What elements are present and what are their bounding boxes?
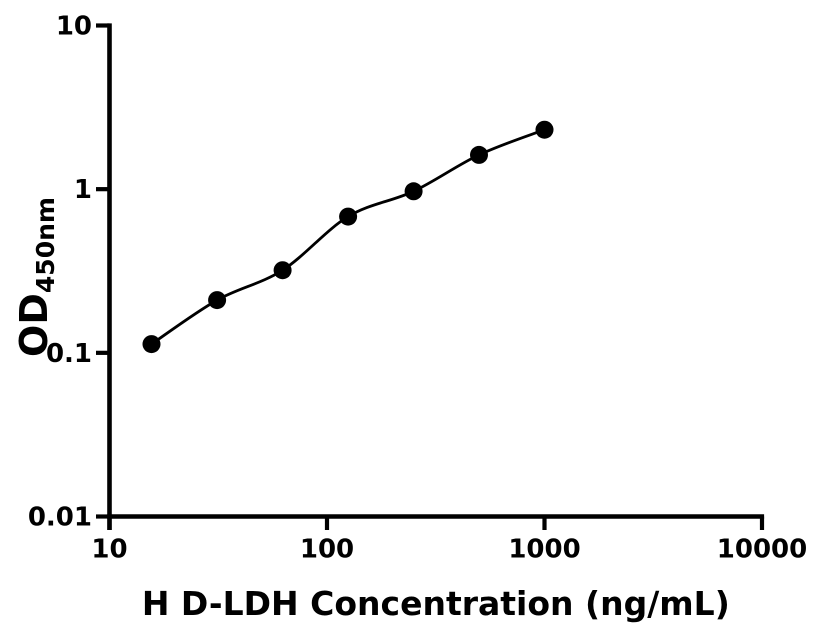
data-point-marker (535, 120, 554, 139)
data-point-marker (470, 145, 488, 164)
y-axis-title: OD450nm (12, 197, 60, 357)
axes (107, 23, 765, 530)
axis-ticks (96, 23, 765, 530)
x-tick-label: 10 (91, 535, 127, 565)
y-tick-label: 0.1 (46, 339, 92, 369)
x-tick-label: 1000 (508, 535, 580, 565)
data-point-marker (273, 261, 292, 280)
plot-area (142, 120, 554, 354)
y-tick-label: 1 (74, 175, 92, 205)
y-axis-title-subscript: 450nm (31, 197, 60, 293)
data-point-marker (339, 207, 358, 226)
data-point-marker (208, 291, 227, 310)
x-tick-label: 100 (300, 535, 354, 565)
data-point-marker (142, 335, 161, 354)
data-point-marker (404, 182, 423, 201)
standard-curve-line (150, 128, 546, 346)
x-axis-title: H D-LDH Concentration (ng/mL) (142, 584, 730, 623)
y-tick-label: 0.01 (28, 503, 92, 533)
x-tick-label: 10000 (717, 535, 807, 565)
y-tick-label: 10 (56, 12, 92, 42)
y-axis-title-main: OD (12, 293, 56, 357)
